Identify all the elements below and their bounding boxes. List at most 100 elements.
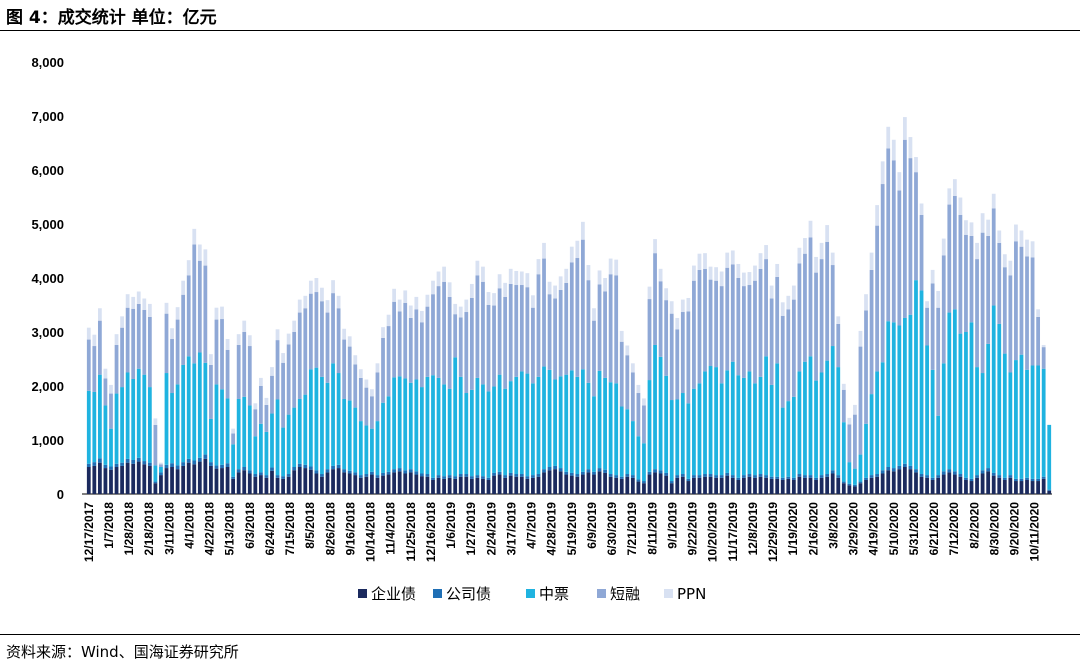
bar-segment-3 (1047, 424, 1052, 490)
bar-segment-5 (375, 363, 380, 373)
bar-segment-2 (636, 479, 641, 482)
bar-segment-3 (519, 371, 524, 475)
bar-segment-2 (142, 461, 147, 465)
bar-segment-1 (397, 471, 402, 494)
bar-segment-1 (347, 473, 352, 494)
bar-segment-1 (209, 465, 213, 494)
bar-segment-4 (597, 284, 602, 371)
bar-segment-5 (642, 398, 646, 406)
bar-segment-4 (803, 253, 807, 362)
bar-segment-5 (253, 403, 258, 410)
bar-segment-5 (392, 288, 397, 302)
bar-segment-2 (192, 460, 197, 465)
bar-segment-5 (120, 316, 124, 328)
bar-segment-5 (564, 268, 569, 283)
bar-segment-4 (109, 393, 113, 429)
bar-segment-1 (370, 474, 374, 494)
bar-segment-4 (747, 285, 752, 372)
bar-segment-2 (880, 470, 885, 474)
bar-segment-2 (436, 475, 441, 478)
bar-segment-3 (475, 377, 480, 476)
bar-segment-1 (142, 464, 147, 494)
bar-segment-1 (1036, 481, 1041, 494)
bar-segment-4 (347, 346, 352, 401)
bar-segment-4 (536, 274, 541, 377)
bar-segment-3 (242, 396, 247, 467)
bar-segment-5 (847, 417, 852, 425)
bar-segment-1 (464, 476, 469, 494)
bar-segment-3 (386, 396, 391, 472)
bar-segment-1 (630, 477, 635, 494)
bar-segment-4 (847, 424, 852, 463)
bar-segment-3 (347, 400, 352, 471)
bar-segment-5 (814, 256, 818, 273)
bar-segment-3 (803, 361, 807, 476)
bar-segment-2 (564, 471, 569, 475)
bar-segment-2 (231, 476, 236, 479)
bar-segment-5 (159, 462, 163, 465)
bar-segment-2 (697, 475, 702, 478)
bar-segment-1 (936, 477, 941, 494)
bar-segment-5 (453, 303, 458, 315)
bar-segment-2 (247, 470, 252, 474)
bar-segment-4 (836, 323, 841, 368)
bar-segment-5 (880, 161, 885, 185)
bar-segment-1 (486, 479, 491, 494)
bar-segment-1 (797, 476, 802, 494)
bar-segment-2 (647, 471, 652, 475)
bar-segment-5 (819, 242, 824, 260)
bar-segment-5 (353, 355, 358, 365)
title-bar: 图 4：成交统计 单位：亿元 (0, 0, 1080, 31)
bar-segment-3 (497, 374, 502, 472)
bar-segment-4 (675, 329, 680, 400)
bar-segment-5 (225, 339, 230, 350)
bar-segment-5 (580, 221, 585, 240)
bar-segment-2 (958, 474, 963, 477)
bar-segment-5 (281, 353, 285, 363)
bar-segment-2 (275, 475, 280, 478)
bar-segment-5 (669, 301, 674, 314)
x-tick-label: 7/15/2018 (283, 502, 297, 556)
bar-segment-5 (753, 265, 757, 281)
bar-segment-1 (419, 476, 424, 494)
bar-segment-1 (986, 471, 991, 494)
bar-segment-1 (147, 465, 152, 494)
x-tick-label: 12/29/2019 (766, 502, 780, 562)
bar-segment-5 (486, 292, 491, 305)
bar-segment-1 (136, 461, 141, 494)
bar-segment-5 (403, 290, 408, 303)
bar-segment-3 (714, 367, 719, 476)
bar-segment-1 (519, 476, 524, 494)
bar-segment-2 (853, 484, 857, 487)
bar-segment-4 (791, 299, 796, 397)
bar-segment-5 (630, 363, 635, 373)
bar-segment-5 (736, 263, 741, 278)
bar-segment-4 (686, 311, 691, 404)
bar-segment-2 (814, 477, 818, 480)
bar-segment-4 (303, 308, 308, 395)
bar-segment-4 (1014, 241, 1018, 361)
bar-segment-5 (875, 205, 880, 226)
bar-segment-3 (553, 379, 558, 466)
bar-segment-2 (325, 469, 330, 473)
bar-segment-3 (841, 422, 846, 482)
bar-segment-5 (902, 117, 907, 140)
bar-segment-5 (231, 428, 236, 434)
bar-segment-1 (275, 477, 280, 494)
bar-segment-4 (808, 237, 813, 357)
bar-segment-3 (1025, 369, 1029, 478)
bar-segment-4 (886, 148, 891, 322)
bar-segment-4 (592, 320, 596, 397)
bar-segment-1 (342, 472, 347, 494)
bar-segment-1 (1008, 477, 1013, 494)
bar-segment-5 (475, 260, 480, 276)
bar-segment-2 (492, 472, 496, 476)
bar-segment-5 (214, 307, 219, 320)
bar-segment-3 (997, 323, 1002, 476)
bar-segment-2 (353, 472, 358, 476)
bar-segment-2 (986, 468, 991, 472)
bar-segment-4 (325, 312, 330, 383)
bar-segment-1 (225, 467, 230, 494)
bar-segment-1 (869, 477, 874, 494)
bar-segment-3 (858, 454, 863, 482)
